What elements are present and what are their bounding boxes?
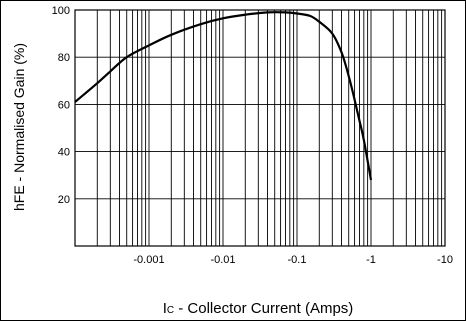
- x-tick-label: -10: [437, 254, 453, 266]
- x-tick-label: -0.001: [133, 254, 164, 266]
- y-tick-label: 20: [58, 194, 70, 206]
- y-tick-label: 100: [52, 5, 70, 17]
- grid: [75, 10, 445, 246]
- series-line: [74, 11, 373, 181]
- x-tick-label: -0.1: [288, 254, 307, 266]
- plot-area: [74, 9, 446, 247]
- y-tick-label: 40: [58, 147, 70, 159]
- x-tick-label: -0.01: [210, 254, 235, 266]
- y-tick-label: 80: [58, 52, 70, 64]
- y-axis-label: hFE - Normalised Gain (%): [11, 43, 27, 211]
- x-axis-label: IC - Collector Current (Amps): [163, 300, 354, 317]
- y-tick-label: 60: [58, 99, 70, 111]
- x-tick-label: -1: [366, 254, 376, 266]
- tick-labels: -0.001 -0.01 -0.1 -1 -10 20 40 60 80 100: [52, 5, 453, 266]
